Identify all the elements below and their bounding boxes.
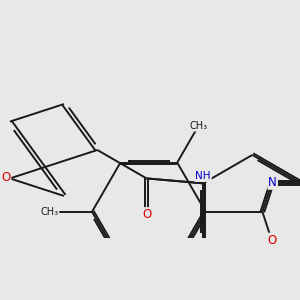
Text: O: O: [1, 171, 10, 184]
Text: N: N: [268, 176, 277, 189]
Text: NH: NH: [195, 171, 211, 181]
Text: CH₃: CH₃: [40, 207, 58, 217]
Text: CH₃: CH₃: [190, 121, 208, 131]
Text: O: O: [267, 234, 276, 247]
Text: O: O: [142, 208, 151, 221]
